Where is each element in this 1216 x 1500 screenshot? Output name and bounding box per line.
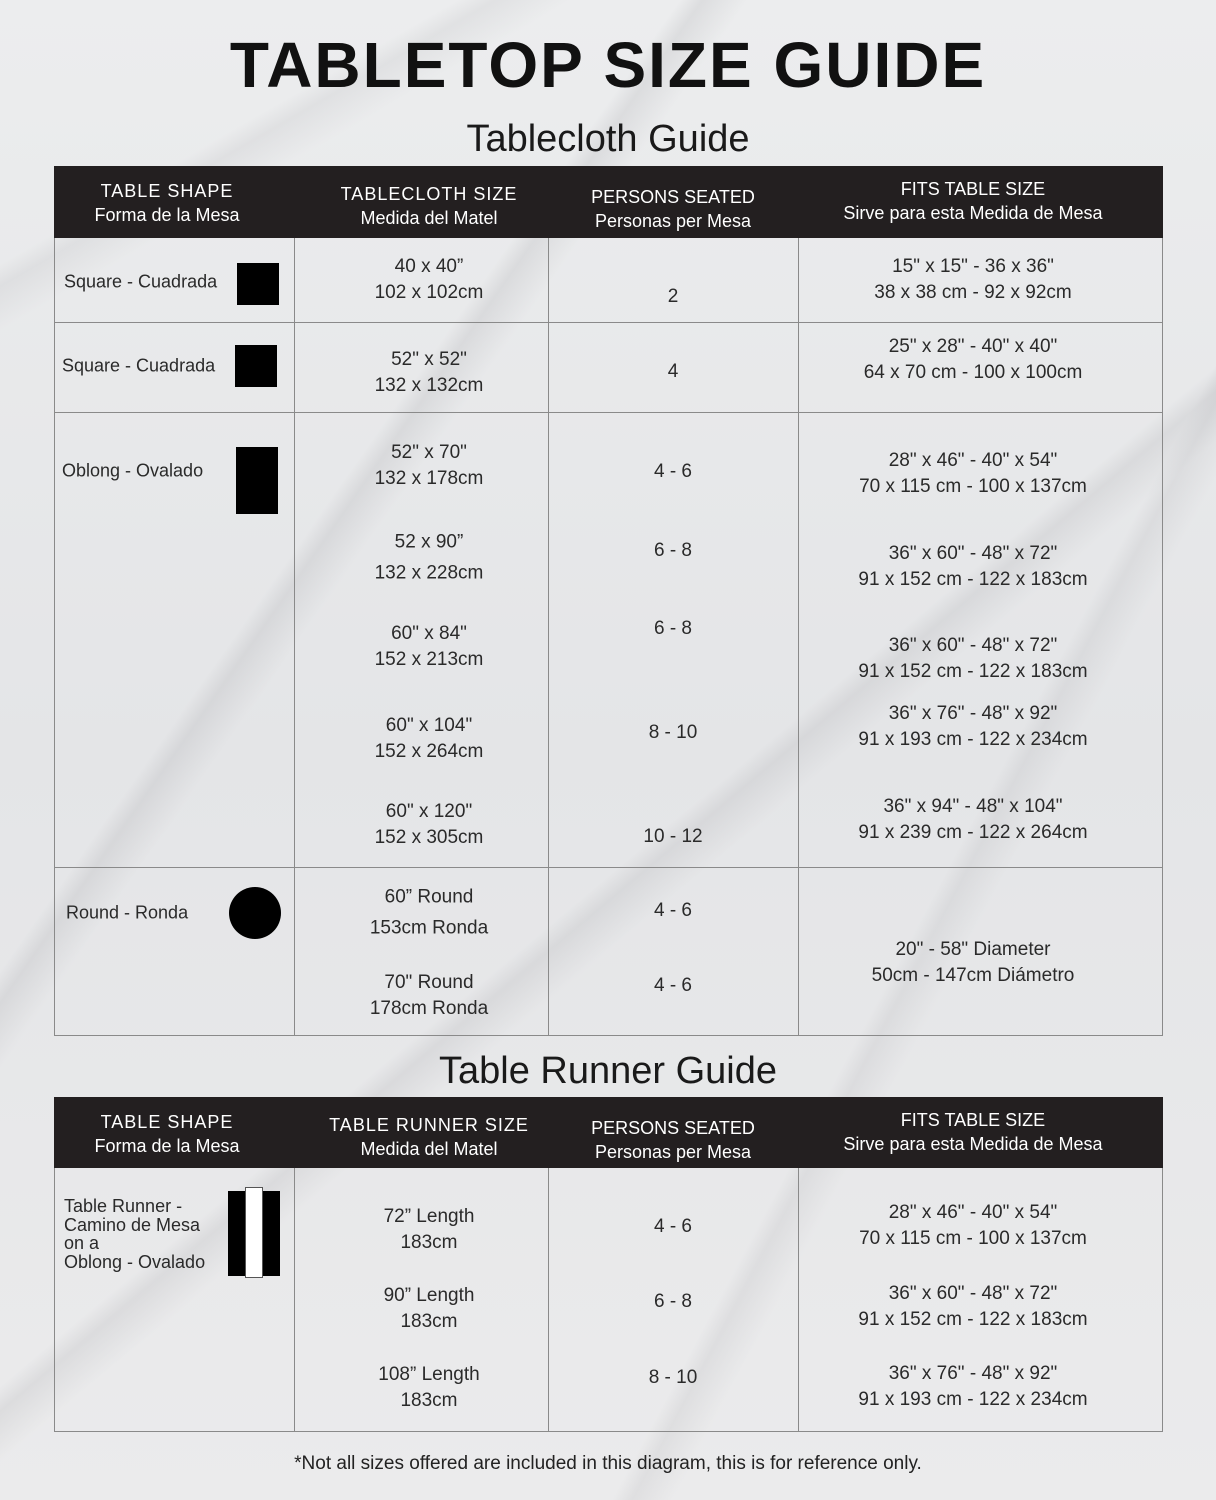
tablecloth-size: 52" x 52" 132 x 132cm bbox=[374, 349, 484, 396]
persons-seated: 4 bbox=[667, 361, 679, 382]
divider bbox=[294, 238, 295, 1035]
persons-seated: 6 - 8 bbox=[653, 540, 693, 561]
shape-label: Square - Cuadrada bbox=[62, 355, 216, 376]
persons-seated: 8 - 10 bbox=[648, 1367, 698, 1388]
fits-table-size: 36" x 76" - 48" x 92" 91 x 193 cm - 122 x… bbox=[858, 1363, 1088, 1410]
fits-table-size: 15" x 15" - 36 x 36" 38 x 38 cm - 92 x 92… bbox=[874, 256, 1072, 303]
header-fits-table-size: FITS TABLE SIZE Sirve para esta Medida de… bbox=[843, 1110, 1103, 1154]
tablecloth-size: 60” Round 153cm Ronda bbox=[369, 886, 489, 939]
fits-table-size: 25" x 28" - 40" x 40" 64 x 70 cm - 100 x … bbox=[863, 336, 1083, 383]
page-title: TABLETOP SIZE GUIDE bbox=[229, 29, 987, 101]
divider bbox=[54, 867, 1163, 868]
shape-label: Oblong - Ovalado bbox=[62, 460, 204, 481]
tablecloth-size: 40 x 40” 102 x 102cm bbox=[374, 256, 484, 303]
header-persons-seated: PERSONS SEATED Personas per Mesa bbox=[591, 187, 755, 231]
tablecloth-size: 52 x 90” 132 x 228cm bbox=[374, 531, 484, 584]
persons-seated: 4 - 6 bbox=[653, 900, 693, 921]
header-runner-size: TABLE RUNNER SIZE Medida del Matel bbox=[329, 1115, 529, 1159]
fits-table-size: 36" x 60" - 48" x 72" 91 x 152 cm - 122 x… bbox=[858, 543, 1088, 590]
table-runner-icon bbox=[228, 1187, 280, 1278]
runner-size: 90” Length 183cm bbox=[383, 1285, 475, 1332]
persons-seated: 2 bbox=[667, 286, 679, 307]
tablecloth-size: 60" x 84" 152 x 213cm bbox=[374, 623, 484, 670]
tablecloth-size: 60" x 104" 152 x 264cm bbox=[374, 715, 484, 762]
circle-icon bbox=[229, 887, 281, 939]
fits-table-size: 20" - 58" Diameter 50cm - 147cm Diámetro bbox=[871, 939, 1075, 986]
divider bbox=[798, 238, 799, 1035]
tablecloth-size: 52" x 70" 132 x 178cm bbox=[374, 442, 484, 489]
divider bbox=[54, 322, 1163, 323]
rectangle-icon bbox=[236, 447, 278, 514]
runner-size: 72” Length 183cm bbox=[383, 1206, 475, 1253]
table-header bbox=[54, 1097, 1163, 1168]
fits-table-size: 28" x 46" - 40" x 54" 70 x 115 cm - 100 x… bbox=[859, 450, 1087, 497]
persons-seated: 4 - 6 bbox=[653, 975, 693, 996]
runner-heading: Table Runner Guide bbox=[439, 1050, 777, 1092]
table-header bbox=[54, 166, 1163, 238]
persons-seated: 4 - 6 bbox=[653, 461, 693, 482]
persons-seated: 8 - 10 bbox=[648, 722, 698, 743]
header-tablecloth-size: TABLECLOTH SIZE Medida del Matel bbox=[340, 184, 518, 228]
header-table-shape: TABLE SHAPE Forma de la Mesa bbox=[94, 1112, 240, 1156]
persons-seated: 6 - 8 bbox=[653, 1291, 693, 1312]
tablecloth-heading: Tablecloth Guide bbox=[466, 118, 750, 160]
shape-label: Square - Cuadrada bbox=[64, 271, 218, 292]
header-table-shape: TABLE SHAPE Forma de la Mesa bbox=[94, 181, 240, 225]
tablecloth-size: 70" Round 178cm Ronda bbox=[369, 972, 489, 1019]
header-persons-seated: PERSONS SEATED Personas per Mesa bbox=[591, 1118, 755, 1162]
shape-label: Table Runner - Camino de Mesa on a Oblong -… bbox=[64, 1196, 206, 1272]
fits-table-size: 36" x 60" - 48" x 72" 91 x 152 cm - 122 x… bbox=[858, 1283, 1088, 1330]
shape-label: Round - Ronda bbox=[66, 902, 189, 923]
header-fits-table-size: FITS TABLE SIZE Sirve para esta Medida de… bbox=[843, 179, 1103, 223]
fits-table-size: 36" x 76" - 48" x 92" 91 x 193 cm - 122 x… bbox=[858, 703, 1088, 750]
runner-size: 108” Length 183cm bbox=[378, 1364, 480, 1411]
divider bbox=[548, 238, 549, 1035]
divider bbox=[54, 412, 1163, 413]
persons-seated: 4 - 6 bbox=[653, 1216, 693, 1237]
tablecloth-size: 60" x 120" 152 x 305cm bbox=[374, 801, 484, 848]
fits-table-size: 36" x 94" - 48" x 104" 91 x 239 cm - 122 … bbox=[858, 796, 1088, 843]
square-icon bbox=[237, 263, 279, 305]
fits-table-size: 36" x 60" - 48" x 72" 91 x 152 cm - 122 x… bbox=[858, 635, 1088, 682]
square-icon bbox=[235, 345, 277, 387]
divider bbox=[798, 1168, 799, 1431]
divider bbox=[548, 1168, 549, 1431]
divider bbox=[294, 1168, 295, 1431]
footnote: *Not all sizes offered are included in t… bbox=[294, 1453, 922, 1474]
persons-seated: 10 - 12 bbox=[643, 826, 703, 847]
persons-seated: 6 - 8 bbox=[653, 618, 693, 639]
fits-table-size: 28" x 46" - 40" x 54" 70 x 115 cm - 100 x… bbox=[859, 1202, 1087, 1249]
